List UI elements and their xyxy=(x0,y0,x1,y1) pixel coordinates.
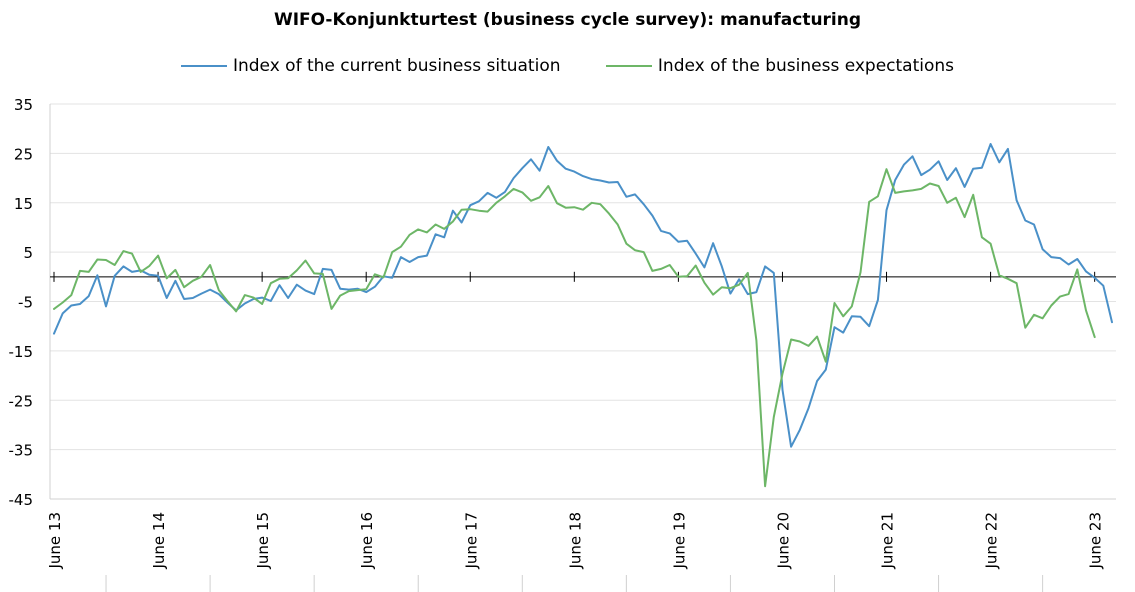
y-tick-label-0: 35 xyxy=(14,96,33,114)
x-tick-label-8: June 21 xyxy=(879,512,897,570)
x-tick-label-0: June 13 xyxy=(46,512,64,570)
y-tick-label-7: -35 xyxy=(9,442,34,460)
x-tick-label-9: June 22 xyxy=(983,512,1001,570)
series-line-0 xyxy=(53,143,1113,448)
y-tick-label-8: -45 xyxy=(9,491,34,509)
series-line-1 xyxy=(53,168,1096,488)
legend-item-current: Index of the current business situation xyxy=(180,56,561,76)
y-tick-label-4: -5 xyxy=(18,294,33,312)
chart-title: WIFO-Konjunkturtest (business cycle surv… xyxy=(273,10,862,30)
y-tick-label-1: 25 xyxy=(14,145,33,163)
legend-label-expectations: Index of the business expectations xyxy=(657,56,955,76)
x-tick-label-6: June 19 xyxy=(670,512,688,570)
legend-swatch-expectations xyxy=(605,65,652,67)
x-tick-label-4: June 17 xyxy=(462,512,480,570)
legend-item-expectations: Index of the business expectations xyxy=(605,56,955,76)
x-tick-label-5: June 18 xyxy=(566,512,584,570)
x-tick-label-3: June 16 xyxy=(358,512,376,570)
y-tick-label-5: -15 xyxy=(9,343,34,361)
y-tick-label-3: 5 xyxy=(23,244,33,262)
legend: Index of the current business situation … xyxy=(0,56,1135,76)
y-tick-label-6: -25 xyxy=(9,392,34,410)
x-tick-label-1: June 14 xyxy=(150,512,168,570)
x-tick-label-2: June 15 xyxy=(254,512,272,570)
x-tick-label-10: June 23 xyxy=(1087,512,1105,570)
y-tick-label-2: 15 xyxy=(14,195,33,213)
legend-swatch-current xyxy=(180,65,227,67)
legend-label-current: Index of the current business situation xyxy=(232,56,561,76)
x-tick-label-7: June 20 xyxy=(774,512,792,570)
